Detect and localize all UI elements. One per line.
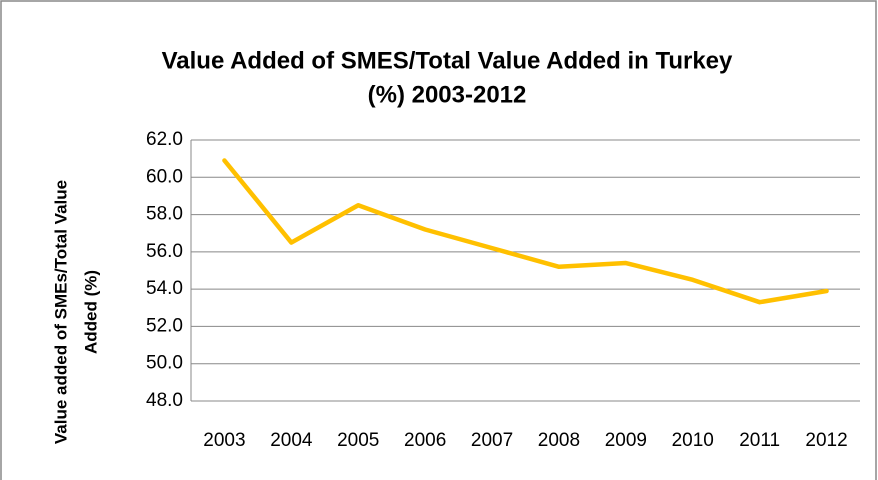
y-tick-label: 54.0: [146, 278, 183, 299]
x-tick-label: 2004: [270, 430, 313, 451]
data-line: [222, 158, 829, 305]
y-tick-label: 58.0: [146, 204, 183, 225]
x-tick-label: 2003: [203, 430, 245, 451]
y-axis-label: Added (%): [81, 270, 100, 354]
x-tick-label: 2005: [337, 430, 379, 451]
chart-title: Value Added of SMES/Total Value Added in…: [162, 47, 733, 74]
y-tick-label: 48.0: [146, 390, 183, 411]
y-tick-label: 62.0: [146, 129, 183, 150]
x-tick-label: 2009: [605, 430, 647, 451]
y-tick-label: 60.0: [146, 166, 183, 187]
y-axis-label: Value added of SMEs/Total Value: [51, 180, 70, 444]
y-tick-label: 56.0: [146, 241, 183, 262]
x-tick-label: 2012: [805, 430, 847, 451]
x-tick-label: 2008: [538, 430, 580, 451]
chart-title: (%) 2003-2012: [368, 81, 527, 108]
x-tick-label: 2010: [672, 430, 714, 451]
y-tick-label: 52.0: [146, 315, 183, 336]
x-tick-label: 2011: [739, 430, 780, 451]
y-tick-label: 50.0: [146, 353, 183, 374]
x-tick-label: 2006: [404, 430, 446, 451]
x-tick-label: 2007: [471, 430, 513, 451]
